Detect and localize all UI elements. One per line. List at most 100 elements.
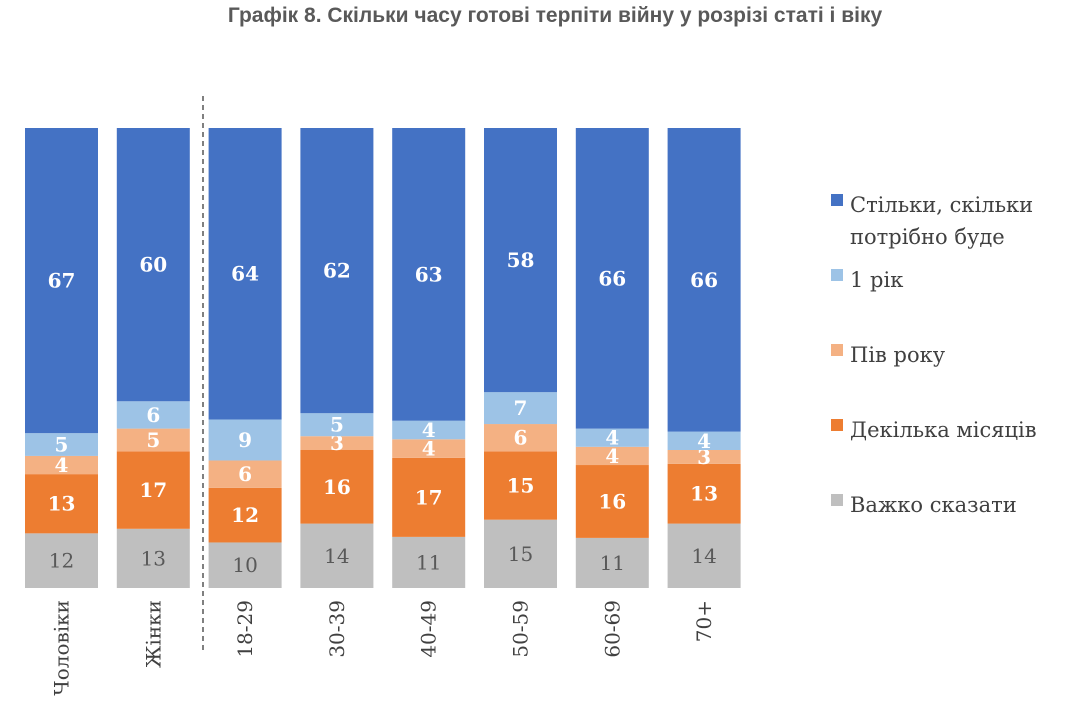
bar-segment xyxy=(208,542,282,588)
bar-segment xyxy=(575,128,649,429)
bar-segment xyxy=(392,128,466,421)
data-label: 13 xyxy=(690,482,718,506)
data-label: 15 xyxy=(508,542,533,566)
category-label: 60-69 xyxy=(600,600,624,658)
bar-segment xyxy=(300,413,374,437)
bar-segment xyxy=(392,536,466,588)
bar-segment xyxy=(25,433,98,456)
bar-segment xyxy=(667,463,741,524)
bar-segment xyxy=(575,465,649,538)
data-label: 14 xyxy=(691,544,716,568)
legend-label: 1 рік xyxy=(850,268,903,292)
bar-segment xyxy=(392,439,466,458)
legend-swatch xyxy=(831,269,843,281)
legend-label: Стільки, скільки потрібно буде xyxy=(850,193,1033,249)
data-label: 4 xyxy=(422,437,436,461)
bar-segment xyxy=(575,446,649,466)
data-label: 66 xyxy=(690,268,718,292)
data-label: 10 xyxy=(232,553,257,577)
data-label: 66 xyxy=(598,266,626,290)
data-label: 6 xyxy=(146,403,160,427)
bar-segment xyxy=(116,401,190,429)
category-label: 50-59 xyxy=(509,600,533,658)
data-label: 67 xyxy=(48,269,76,293)
data-label: 4 xyxy=(605,444,619,468)
data-label: 63 xyxy=(415,262,443,286)
data-label: 16 xyxy=(598,489,626,513)
bar-segment xyxy=(25,455,98,475)
data-label: 62 xyxy=(323,259,351,283)
data-label: 17 xyxy=(139,478,167,502)
bar-segment xyxy=(484,392,557,425)
legend-label: Декілька місяців xyxy=(850,418,1037,442)
bar-segment xyxy=(667,450,741,464)
data-label: 5 xyxy=(330,413,344,437)
bar-segment xyxy=(25,474,98,534)
data-label: 9 xyxy=(238,428,252,452)
data-label: 5 xyxy=(55,433,69,457)
data-label: 4 xyxy=(697,429,711,453)
bar-segment xyxy=(300,436,374,450)
bar-segment xyxy=(575,428,649,447)
chart-title: Графік 8. Скільки часу готові терпіти ві… xyxy=(227,4,883,27)
bar-segment xyxy=(484,128,557,393)
bar-segment xyxy=(667,128,741,432)
bar-segment xyxy=(208,419,282,461)
data-label: 11 xyxy=(600,551,625,575)
bar-segment xyxy=(484,519,557,588)
data-label: 15 xyxy=(507,474,535,498)
data-label: 3 xyxy=(330,431,344,455)
data-label: 14 xyxy=(324,544,349,568)
category-label: 40-49 xyxy=(417,600,441,658)
data-label: 60 xyxy=(139,253,167,277)
data-label: 3 xyxy=(697,445,711,469)
legend-swatch xyxy=(831,344,843,356)
data-label: 12 xyxy=(231,503,259,527)
bar-segment xyxy=(484,451,557,520)
bar-segment xyxy=(667,523,741,588)
bar-segment xyxy=(25,128,98,434)
category-labels: Чоловіки Жінки 18-29 30-39 40-49 50-59 60-69 70… xyxy=(50,600,717,696)
data-label: 13 xyxy=(48,492,76,516)
data-label: 12 xyxy=(49,549,74,573)
bar-segment xyxy=(667,431,741,450)
bar-segment xyxy=(392,420,466,440)
legend: Стільки, скільки потрібно буде 1 рік Пів ро… xyxy=(831,193,1037,517)
bar-segment xyxy=(208,487,282,543)
legend-label: Важко сказати xyxy=(850,493,1017,517)
bar-segment xyxy=(300,450,374,524)
data-label: 7 xyxy=(514,396,528,420)
legend-label: Пів року xyxy=(850,343,946,367)
data-label: 5 xyxy=(146,428,160,452)
category-label: Жінки xyxy=(141,600,165,668)
bar-segment xyxy=(116,451,190,529)
bars-group: 1213456713175660101269641416356211174463… xyxy=(25,128,741,588)
category-label: 30-39 xyxy=(325,600,349,658)
bar-segment xyxy=(300,523,374,588)
bar-segment xyxy=(25,533,98,588)
bar-segment xyxy=(116,528,190,588)
data-label: 4 xyxy=(55,453,69,477)
data-label: 4 xyxy=(422,418,436,442)
data-label: 6 xyxy=(238,462,252,486)
bar-segment xyxy=(484,424,557,452)
legend-swatch xyxy=(831,494,843,506)
bar-segment xyxy=(392,457,466,537)
category-label: Чоловіки xyxy=(50,600,74,696)
data-label: 6 xyxy=(514,426,528,450)
bar-segment xyxy=(208,460,282,488)
data-label: 17 xyxy=(415,485,443,509)
bar-segment xyxy=(300,128,374,414)
data-label: 64 xyxy=(231,262,259,286)
bar-segment xyxy=(116,428,190,452)
data-label: 16 xyxy=(323,475,351,499)
category-label: 70+ xyxy=(692,600,716,642)
data-label: 4 xyxy=(605,426,619,450)
data-label: 11 xyxy=(416,550,441,574)
bar-segment xyxy=(575,537,649,588)
category-label: 18-29 xyxy=(233,600,257,658)
legend-swatch xyxy=(831,194,843,206)
data-label: 58 xyxy=(507,248,535,272)
bar-segment xyxy=(208,128,282,420)
